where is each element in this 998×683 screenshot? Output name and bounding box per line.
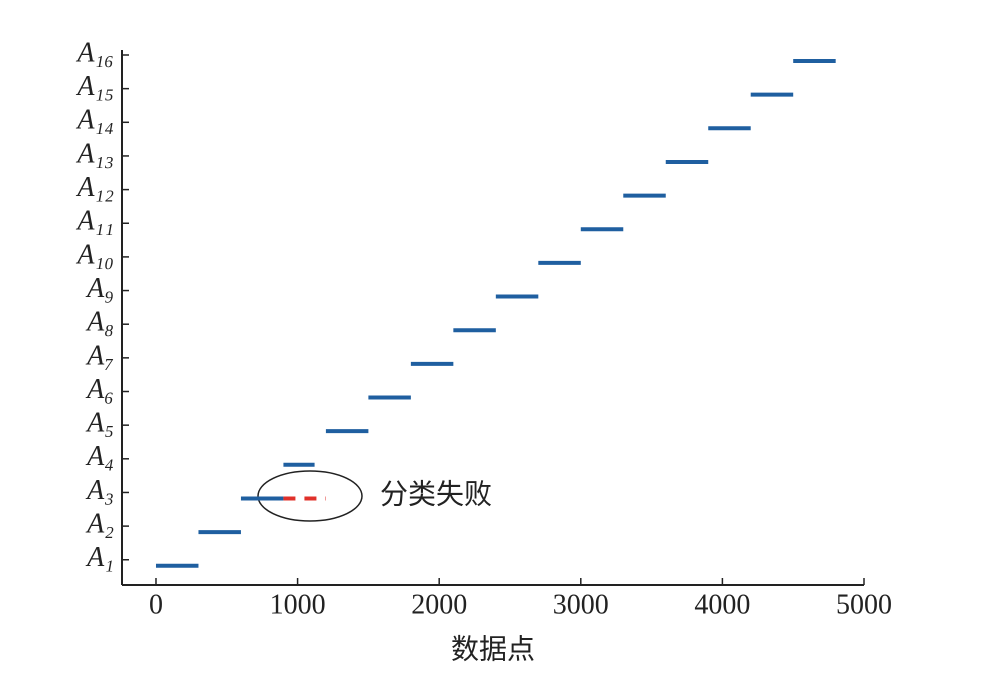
y-tick-label: A₈: [85, 307, 114, 338]
y-tick-label: A₂: [85, 509, 114, 540]
x-tick-label: 5000: [836, 589, 892, 620]
annotation-ellipse: [257, 470, 363, 522]
y-tick-label: A₄: [85, 441, 114, 472]
y-tick-label: A₁₆: [75, 37, 114, 68]
y-tick-label: A₅: [85, 408, 114, 439]
x-tick-label: 3000: [553, 589, 609, 620]
annotation: 分类失败: [380, 478, 492, 510]
y-tick-label: A₇: [85, 340, 114, 371]
y-tick-label: A₉: [85, 273, 114, 304]
x-tick-label: 0: [149, 589, 163, 620]
y-tick-label: A₃: [85, 475, 114, 506]
y-tick-label: A₁₃: [75, 138, 114, 169]
y-tick-label: A₁₁: [75, 206, 114, 237]
x-axis-label: 数据点: [451, 633, 535, 665]
y-tick-label: A₁₂: [75, 172, 114, 203]
x-tick-label: 4000: [694, 589, 750, 620]
y-tick-label: A₁₅: [75, 71, 114, 102]
y-tick-label: A₁₀: [75, 239, 114, 270]
y-tick-label: A₁₄: [75, 105, 114, 136]
y-tick-label: A₆: [85, 374, 114, 405]
x-tick-label: 2000: [411, 589, 467, 620]
y-tick-label: A₁: [85, 542, 114, 573]
x-tick-label: 1000: [270, 589, 326, 620]
